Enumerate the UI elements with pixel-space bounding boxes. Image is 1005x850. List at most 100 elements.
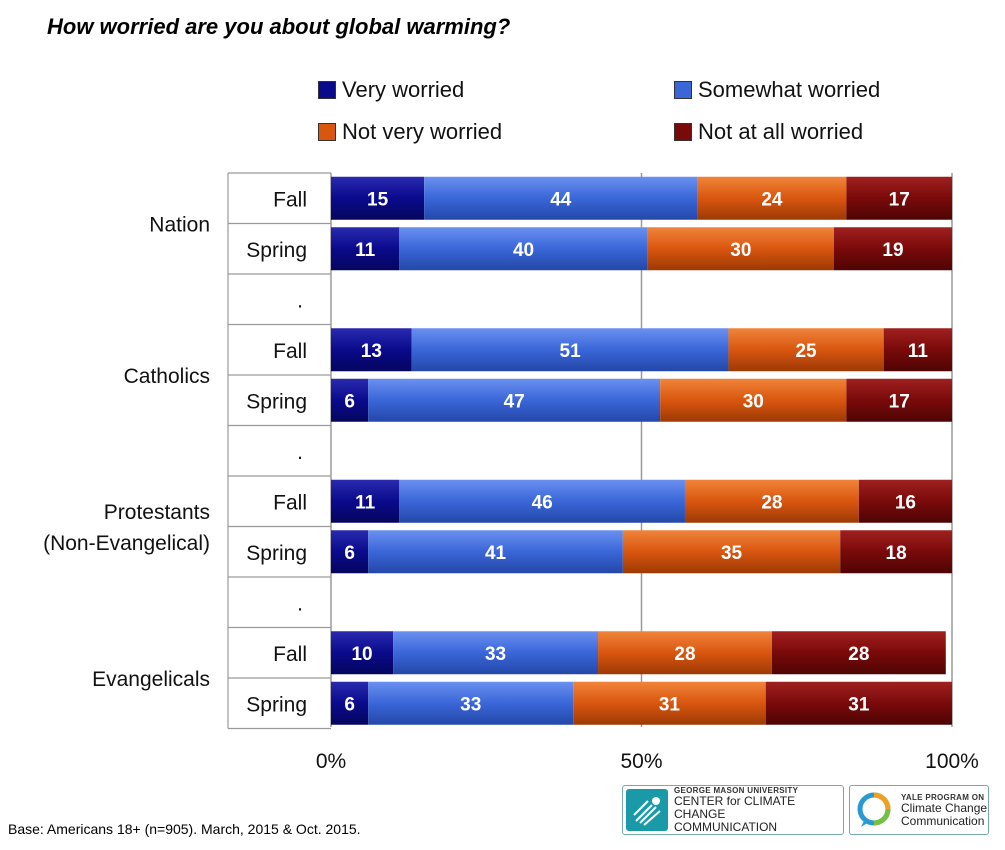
legend-label-not-very-worried: Not very worried (342, 119, 503, 144)
gmu-logo-line1: CENTER for CLIMATE CHANGE (674, 794, 796, 821)
yale-logo-small-text: YALE PROGRAM ON (901, 792, 985, 802)
group-label: Protestants (104, 501, 210, 524)
bar-segment-somewhat-worried (411, 328, 729, 372)
legend-swatch-not-very-worried (318, 123, 336, 141)
x-tick-label: 100% (925, 750, 979, 773)
bar-segment-somewhat-worried (399, 479, 685, 523)
row-label: Fall (273, 340, 307, 363)
bar-segment-not-at-all-worried (858, 479, 952, 523)
bar-segment-not-at-all-worried (840, 530, 952, 574)
data-label: 18 (886, 543, 907, 564)
labels-layer: 0% 50% 100% Fall 15 44 24 17 Spring 11 40 30 19 Natio… (43, 188, 979, 773)
data-label: 46 (532, 492, 553, 513)
bar-segment-very-worried (331, 681, 369, 725)
data-label: 10 (351, 644, 372, 665)
group-label: (Non-Evangelical) (43, 532, 210, 555)
row-label: Fall (273, 491, 307, 514)
yale-logo: YALE PROGRAM ON Climate Change Communica… (849, 785, 989, 835)
separator-label: . (297, 592, 303, 615)
data-label: 28 (674, 644, 695, 665)
data-label: 41 (485, 543, 507, 564)
legend-swatch-very-worried (318, 81, 336, 99)
data-label: 31 (659, 694, 681, 715)
yale-logo-mark (853, 789, 895, 831)
data-label: 28 (761, 492, 782, 513)
bar-segment-not-very-worried (684, 479, 859, 523)
data-label: 6 (344, 694, 355, 715)
legend-swatch-not-at-all-worried (674, 123, 692, 141)
bar-segment-not-very-worried (622, 530, 841, 574)
data-label: 30 (743, 391, 764, 412)
bar-segment-somewhat-worried (368, 530, 623, 574)
data-label: 13 (361, 341, 382, 362)
bar-segment-not-at-all-worried (846, 176, 952, 220)
data-label: 6 (344, 391, 355, 412)
row-label: Fall (273, 188, 307, 211)
group-label: Catholics (124, 365, 210, 388)
bar-segment-somewhat-worried (368, 378, 661, 422)
bar-segment-somewhat-worried (393, 631, 599, 675)
data-label: 28 (848, 644, 869, 665)
data-label: 33 (485, 644, 506, 665)
bar-segment-not-at-all-worried (771, 631, 946, 675)
data-label: 24 (761, 189, 783, 210)
data-label: 51 (560, 341, 582, 362)
row-label: Spring (246, 239, 307, 262)
row-label: Spring (246, 542, 307, 565)
legend-somewhat-worried: Somewhat worried (674, 77, 880, 103)
data-label: 44 (550, 189, 572, 210)
data-label: 30 (730, 240, 751, 261)
data-label: 40 (513, 240, 534, 261)
bar-segment-not-very-worried (573, 681, 766, 725)
data-label: 25 (795, 341, 817, 362)
data-label: 33 (460, 694, 481, 715)
gmu-logo-small-text: GEORGE MASON UNIVERSITY (674, 786, 799, 795)
group-label: Nation (149, 214, 210, 237)
bar-segment-very-worried (331, 631, 394, 675)
bar-segment-very-worried (331, 328, 412, 372)
bar-segment-not-at-all-worried (834, 227, 952, 271)
data-label: 17 (889, 391, 910, 412)
data-label: 11 (355, 240, 376, 261)
data-label: 11 (355, 492, 376, 513)
data-label: 16 (895, 492, 916, 513)
bar-segment-not-very-worried (728, 328, 884, 372)
legend-label-somewhat-worried: Somewhat worried (698, 77, 881, 102)
bar-segment-not-very-worried (697, 176, 847, 220)
data-label: 19 (882, 240, 903, 261)
legend-not-very-worried: Not very worried (318, 119, 502, 145)
data-label: 47 (504, 391, 525, 412)
footnote: Base: Americans 18+ (n=905). March, 2015… (8, 821, 361, 837)
x-tick-label: 50% (620, 750, 662, 773)
legend-very-worried: Very worried (318, 77, 464, 103)
data-label: 35 (721, 543, 743, 564)
bar-segment-not-at-all-worried (846, 378, 952, 422)
bar-segment-very-worried (331, 479, 400, 523)
legend-label-not-at-all-worried: Not at all worried (698, 119, 864, 144)
bar-segment-very-worried (331, 176, 425, 220)
yale-logo-line1: Climate Change (901, 800, 988, 815)
bar-segment-not-at-all-worried (883, 328, 952, 372)
bar-segment-somewhat-worried (424, 176, 698, 220)
bar-segment-not-very-worried (647, 227, 835, 271)
legend-not-at-all-worried: Not at all worried (674, 119, 863, 145)
x-tick-label: 0% (316, 750, 346, 773)
separator-label: . (297, 441, 303, 464)
data-label: 17 (889, 189, 910, 210)
bars-layer (331, 176, 952, 725)
gmu-logo: GEORGE MASON UNIVERSITY CENTER for CLIMA… (622, 785, 844, 835)
gmu-logo-line2: COMMUNICATION (674, 820, 778, 834)
bar-segment-not-very-worried (598, 631, 772, 675)
chart-title: How worried are you about global warming… (47, 14, 511, 39)
data-label: 15 (367, 189, 389, 210)
row-label: Fall (273, 643, 307, 666)
bar-segment-not-at-all-worried (765, 681, 952, 725)
group-label: Evangelicals (92, 668, 210, 691)
data-label: 11 (908, 341, 929, 362)
bar-segment-very-worried (331, 530, 369, 574)
data-label: 31 (848, 694, 870, 715)
yale-logo-line2: Communication (901, 813, 985, 828)
bar-segment-very-worried (331, 227, 400, 271)
data-label: 6 (344, 543, 355, 564)
